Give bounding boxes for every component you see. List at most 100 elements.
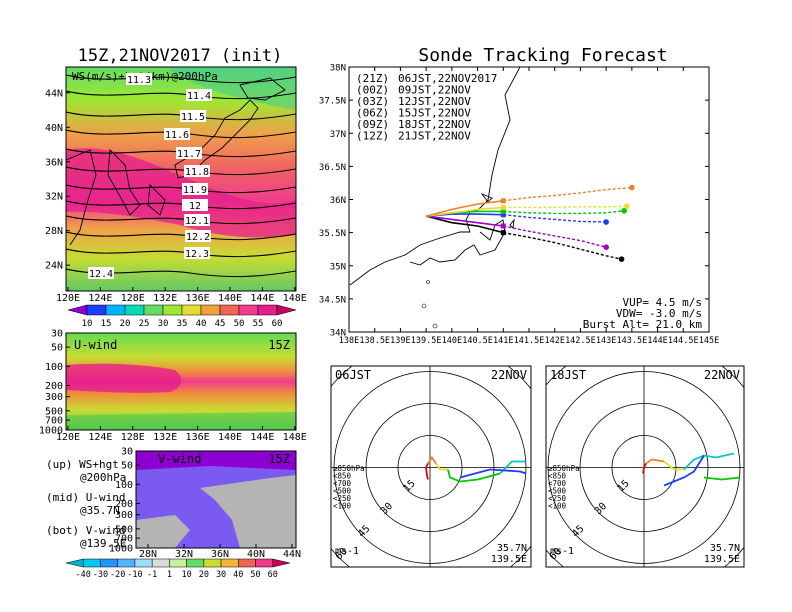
launch-jst: 06JST,22NOV2017 bbox=[398, 72, 497, 85]
hodograph-segment bbox=[642, 463, 647, 474]
hodograph-segment bbox=[447, 469, 501, 483]
contour-label: 12.3 bbox=[185, 249, 209, 260]
vwind-lat-tick-label: 40N bbox=[247, 549, 265, 560]
legend-line-3a: (bot) V-wind bbox=[46, 524, 125, 537]
pressure-level-key: <850 bbox=[333, 472, 352, 481]
vwind-colorbar-swatch bbox=[186, 558, 205, 568]
vwind-colorbar-swatch bbox=[117, 558, 136, 568]
uwind-p-tick-label: 700 bbox=[45, 416, 63, 427]
vwind-p-tick-label: 50 bbox=[121, 461, 133, 472]
launch-jst: 21JST,22NOV bbox=[398, 130, 471, 143]
legend-line-1a: (up) WS+hgt bbox=[46, 458, 119, 471]
pressure-level-key: ≥850hPa bbox=[333, 464, 365, 473]
pressure-level-key: <100 bbox=[333, 502, 352, 511]
weak-wind-region bbox=[170, 67, 296, 110]
colorbar-swatch bbox=[86, 304, 107, 316]
landing-marker bbox=[603, 219, 609, 225]
burst-marker bbox=[500, 230, 506, 236]
track-lon-tick-label: 142.5E bbox=[565, 336, 596, 346]
landing-marker bbox=[618, 256, 625, 262]
vwind-lat-tick-label: 44N bbox=[283, 549, 301, 560]
uwind-lon-axis: 120E 124E 128E 132E 136E 140E 144E 148E bbox=[56, 426, 307, 443]
hodograph-segment bbox=[703, 476, 741, 481]
vwind-colorbar-tick-label: 1 bbox=[167, 570, 172, 580]
colorbar-swatch bbox=[219, 304, 240, 316]
hodograph-segment bbox=[425, 463, 429, 480]
colorbar-tick-label: 55 bbox=[253, 319, 264, 329]
burst-marker bbox=[500, 204, 506, 210]
contour-label-bg bbox=[182, 183, 208, 195]
hodograph-date: 22NOV bbox=[704, 368, 740, 382]
uwind-frame bbox=[65, 332, 297, 431]
vwind-colorbar-tick-label: 50 bbox=[250, 570, 260, 580]
map-lat-tick-label: 44N bbox=[45, 88, 63, 99]
vwind-colorbar: -40 -30 -20 -10 -1 1 10 20 30 40 50 60 bbox=[65, 558, 291, 580]
pressure-level-key: ≥850hPa bbox=[548, 464, 580, 473]
contour-label: 11.6 bbox=[165, 130, 189, 141]
vwind-p-tick-label: 100 bbox=[115, 480, 133, 491]
hodograph-time: 06JST bbox=[335, 368, 371, 382]
launch-utc: (09Z) bbox=[356, 118, 389, 131]
colorbar-swatch bbox=[181, 304, 202, 316]
legend-line-3b: @139.5E bbox=[80, 537, 126, 550]
hodograph-date: 22NOV bbox=[491, 368, 527, 382]
vwind-colorbar-tick-label: -40 bbox=[76, 570, 91, 580]
vwind-colorbar-swatch bbox=[151, 558, 170, 568]
colorbar-tick-label: 35 bbox=[177, 319, 188, 329]
landing-marker bbox=[621, 207, 627, 214]
contour-labels: 11.3 11.4 11.5 11.6 11.7 11.8 11.9 12 12.1 12.2 12… bbox=[88, 73, 212, 280]
uwind-p-tick-label: 1000 bbox=[39, 426, 63, 437]
vwind-label: V-wind bbox=[158, 452, 201, 466]
map-lat-axis: 44N 40N 36N 32N 28N 24N bbox=[45, 88, 70, 272]
pressure-level-key: <700 bbox=[548, 479, 567, 488]
hodograph-rings bbox=[331, 366, 531, 567]
colorbar-swatch bbox=[257, 304, 278, 316]
vwind-colorbar-swatch bbox=[272, 558, 291, 568]
burst-marker bbox=[500, 212, 506, 218]
contour-label: 11.5 bbox=[181, 112, 205, 123]
map-lon-tick-label: 136E bbox=[186, 293, 210, 304]
contour-label: 12.2 bbox=[186, 232, 210, 243]
uwind-lon-tick-label: 140E bbox=[218, 432, 242, 443]
colorbar-tick-label: 15 bbox=[101, 319, 112, 329]
contour-label: 12.1 bbox=[185, 216, 209, 227]
track-lon-tick-label: 144.5E bbox=[668, 336, 699, 346]
hodograph-unit: ms-1 bbox=[335, 546, 359, 557]
pressure-level-key: <250 bbox=[548, 494, 567, 503]
track-lon-tick-label: 142E bbox=[544, 336, 564, 346]
colorbar-swatch bbox=[67, 304, 88, 316]
contour-label-bg bbox=[182, 199, 208, 211]
vwind-p-tick-label: 700 bbox=[115, 534, 133, 545]
track-lon-tick-label: 138.5E bbox=[359, 336, 390, 346]
vwind-neutral-region bbox=[200, 475, 296, 548]
colorbar-tick-label: 20 bbox=[120, 319, 131, 329]
launch-utc: (06Z) bbox=[356, 107, 389, 120]
legend-line-1b: @200hPa bbox=[80, 471, 126, 484]
tracking-frame bbox=[348, 66, 710, 333]
contour-label: 11.8 bbox=[185, 167, 209, 178]
track-lat-tick-label: 38N bbox=[330, 64, 346, 74]
colorbar-swatch bbox=[105, 304, 126, 316]
uwind-lon-tick-label: 136E bbox=[186, 432, 210, 443]
launch-utc: (00Z) bbox=[356, 84, 389, 97]
vwind-colorbar-swatch bbox=[255, 558, 274, 568]
vwind-colorbar-tick-label: 60 bbox=[268, 570, 278, 580]
hodograph-trace bbox=[642, 452, 741, 487]
map-lat-tick-label: 40N bbox=[45, 123, 63, 134]
coastlines bbox=[66, 77, 286, 246]
vwind-p-tick-label: 300 bbox=[115, 510, 133, 521]
hodograph-lon: 139.5E bbox=[704, 554, 740, 565]
vwind-lat-tick-label: 36N bbox=[211, 549, 229, 560]
vwind-colorbar-swatch bbox=[203, 558, 222, 568]
track-line-descent bbox=[503, 225, 607, 248]
hodograph-segment bbox=[459, 468, 527, 479]
track-lines bbox=[425, 184, 635, 262]
landing-marker bbox=[629, 184, 635, 191]
uwind-p-tick-label: 50 bbox=[51, 343, 63, 354]
contour-label: 12.4 bbox=[89, 269, 113, 280]
